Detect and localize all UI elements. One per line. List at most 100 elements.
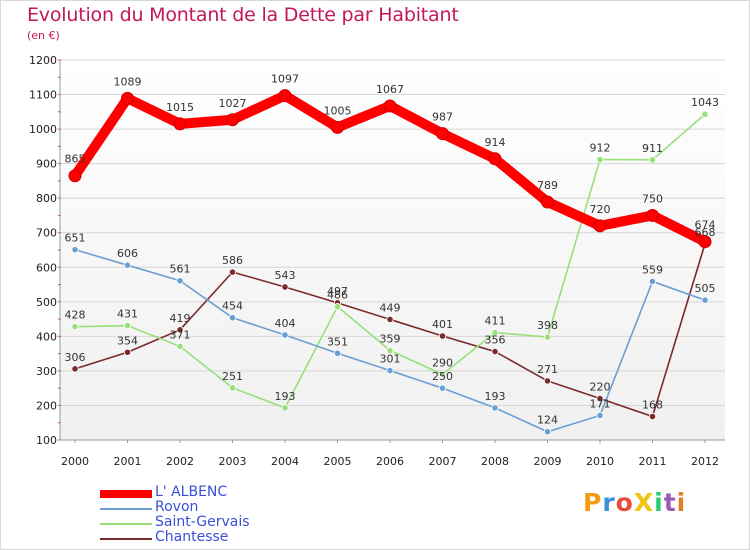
data-label: 497 (327, 285, 348, 298)
x-tick-label: 2008 (481, 455, 509, 468)
data-point (228, 384, 237, 392)
data-label: 171 (590, 397, 611, 410)
data-label: 486 (327, 289, 348, 302)
data-point (438, 384, 447, 392)
data-label: 987 (432, 111, 453, 124)
data-point (543, 333, 552, 341)
data-label: 411 (485, 315, 506, 328)
data-point (281, 331, 289, 339)
data-label: 668 (695, 226, 716, 239)
data-point (121, 91, 134, 105)
y-tick-label: 1200 (29, 54, 57, 67)
data-point (173, 117, 187, 131)
logo-letter: P (583, 488, 603, 517)
data-point (123, 261, 132, 269)
data-label: 404 (275, 317, 296, 330)
logo-letter: t (663, 488, 677, 517)
data-label: 1089 (114, 75, 142, 88)
data-label: 306 (65, 351, 86, 364)
x-tick-label: 2003 (219, 455, 247, 468)
data-point (228, 268, 237, 276)
legend-swatch (100, 490, 152, 498)
data-label: 505 (695, 282, 716, 295)
logo-letter: X (633, 488, 655, 517)
data-label: 911 (642, 142, 663, 155)
data-point (386, 346, 394, 355)
data-point (281, 404, 289, 412)
data-point (123, 322, 132, 330)
legend-swatch (100, 508, 152, 510)
x-tick-label: 2004 (271, 455, 299, 468)
y-tick-label: 900 (36, 158, 57, 171)
data-point (228, 314, 237, 322)
data-label: 193 (275, 390, 296, 403)
data-label: 401 (432, 318, 453, 331)
y-tick-label: 300 (36, 365, 57, 378)
data-point (71, 246, 79, 254)
data-label: 750 (642, 192, 663, 205)
data-label: 651 (65, 232, 86, 245)
data-point (648, 412, 657, 421)
data-point (176, 277, 184, 285)
data-label: 419 (170, 312, 191, 325)
legend-swatch (100, 538, 152, 540)
data-label: 351 (327, 335, 348, 348)
y-tick-label: 1000 (29, 123, 57, 136)
y-tick-label: 600 (36, 261, 57, 274)
legend-label: L' ALBENC (155, 484, 228, 500)
data-label: 354 (117, 334, 138, 347)
y-tick-label: 700 (36, 227, 57, 240)
x-tick-label: 2012 (691, 455, 719, 468)
data-label: 168 (642, 399, 663, 412)
data-point (596, 394, 604, 403)
data-label: 428 (65, 309, 86, 322)
data-point (386, 366, 394, 375)
data-point (648, 277, 657, 286)
data-point (71, 365, 79, 373)
y-tick-label: 400 (36, 330, 57, 343)
data-point (71, 323, 79, 331)
data-point (333, 349, 342, 357)
data-label: 454 (222, 300, 243, 313)
data-label: 356 (485, 334, 506, 347)
y-tick-label: 1100 (29, 89, 57, 102)
x-tick-label: 2006 (376, 455, 404, 468)
data-point (123, 348, 132, 356)
data-label: 449 (380, 301, 401, 314)
data-point (491, 328, 499, 337)
data-label: 586 (222, 254, 243, 267)
data-point (383, 99, 397, 113)
axis-layer: 100 200 300 400 500 600 700 800 900 1000 1100 1200 2… (29, 54, 725, 468)
data-point (281, 283, 289, 291)
x-tick-label: 2000 (61, 455, 89, 468)
data-point (593, 219, 607, 233)
data-label: 561 (170, 263, 191, 276)
data-point (386, 315, 394, 324)
data-point (491, 347, 499, 356)
data-label: 674 (695, 219, 716, 232)
series-layer (68, 89, 712, 436)
data-label: 865 (65, 153, 86, 166)
data-point (596, 155, 604, 164)
data-point (701, 296, 709, 304)
data-point (491, 404, 499, 412)
legend-label: Saint-Gervais (155, 514, 250, 530)
data-point (226, 113, 239, 127)
data-label: 720 (590, 203, 611, 216)
logo-letter: o (615, 488, 634, 517)
data-label: 789 (537, 179, 558, 192)
legend-swatch (100, 523, 152, 525)
data-label: 301 (380, 353, 401, 366)
data-point (176, 342, 184, 350)
data-label: 1097 (271, 73, 299, 86)
data-point (596, 411, 604, 420)
x-tick-label: 2001 (114, 455, 142, 468)
data-point (436, 127, 449, 141)
data-label: 250 (432, 370, 453, 383)
data-label: 1005 (324, 104, 352, 117)
data-point (278, 89, 292, 103)
data-point (333, 303, 342, 311)
data-label: 398 (537, 319, 558, 332)
data-point (488, 152, 502, 166)
data-point (646, 208, 659, 222)
